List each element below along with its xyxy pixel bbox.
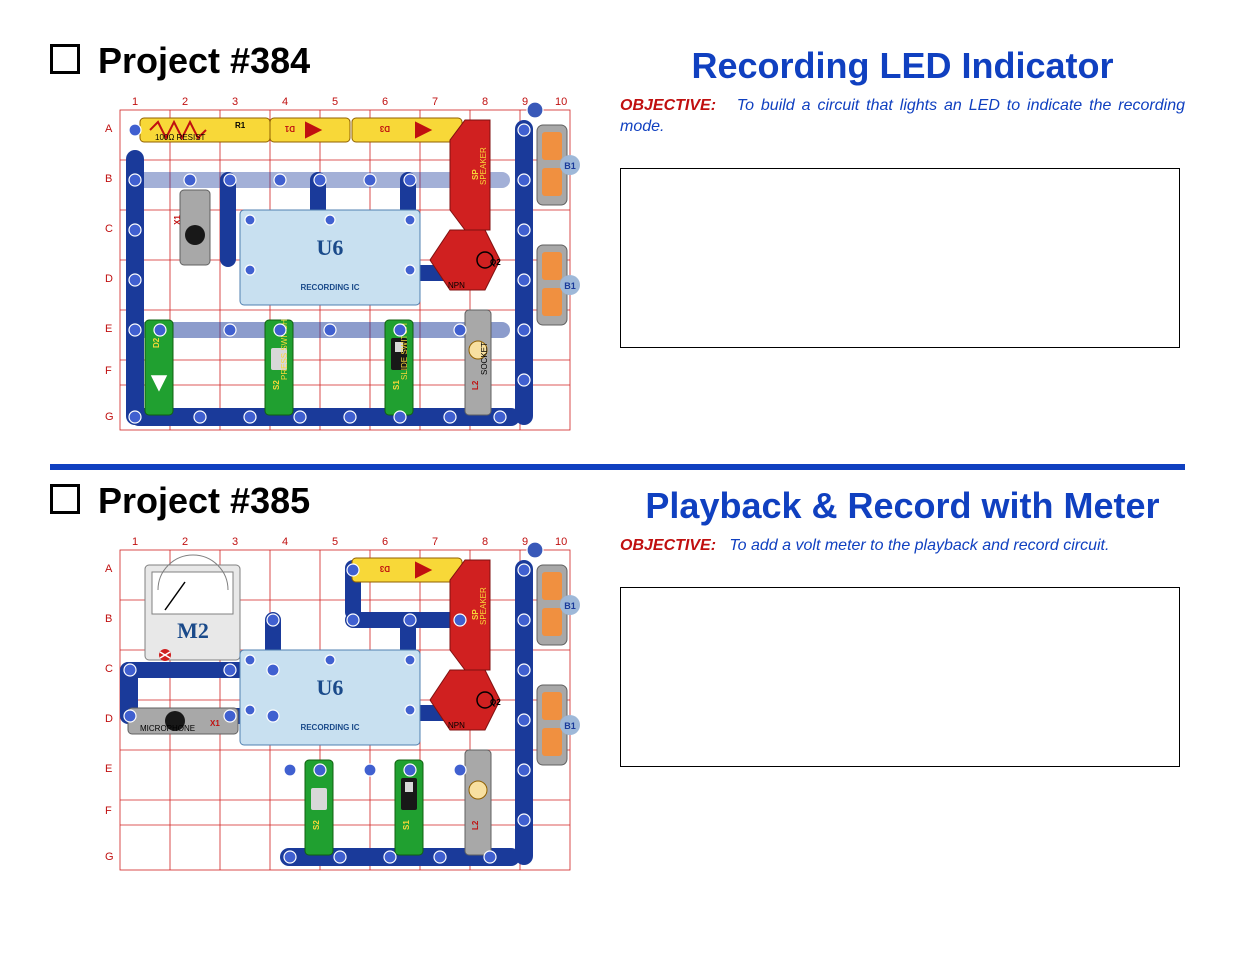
svg-text:5: 5 — [332, 96, 338, 108]
svg-text:B: B — [105, 613, 112, 625]
r1-label: R1 — [235, 121, 246, 130]
svg-text:E: E — [105, 763, 112, 775]
svg-text:6: 6 — [382, 536, 388, 548]
left-column: Project #385 1 2 3 4 5 6 7 8 9 10 A B C D E F G — [50, 480, 590, 890]
svg-text:RECORDING IC: RECORDING IC — [300, 283, 359, 292]
svg-text:D: D — [105, 273, 113, 285]
svg-text:S1: S1 — [402, 820, 411, 830]
project-385-row: Project #385 1 2 3 4 5 6 7 8 9 10 A B C D E F G — [50, 480, 1185, 890]
svg-text:SPEAKER: SPEAKER — [479, 587, 488, 625]
svg-text:6: 6 — [382, 96, 388, 108]
svg-text:B1: B1 — [564, 281, 576, 291]
svg-text:B1: B1 — [564, 601, 576, 611]
svg-text:D2: D2 — [152, 337, 161, 348]
svg-text:L2: L2 — [471, 380, 480, 390]
project-number-title: Project #384 — [98, 40, 310, 82]
svg-text:SPEAKER: SPEAKER — [479, 147, 488, 185]
svg-text:100Ω RESIST: 100Ω RESIST — [155, 133, 206, 142]
svg-text:3: 3 — [232, 536, 238, 548]
svg-text:1: 1 — [132, 536, 138, 548]
svg-text:E: E — [105, 323, 112, 335]
svg-text:4: 4 — [282, 96, 288, 108]
svg-text:7: 7 — [432, 536, 438, 548]
svg-text:4: 4 — [282, 536, 288, 548]
project-checkbox[interactable] — [50, 44, 80, 74]
svg-text:X1: X1 — [210, 719, 220, 728]
svg-text:Q2: Q2 — [490, 258, 501, 267]
svg-text:F: F — [105, 365, 112, 377]
ic-label: U6 — [317, 235, 344, 260]
svg-text:C: C — [105, 663, 113, 675]
right-column: Recording LED Indicator OBJECTIVE: To bu… — [620, 40, 1185, 450]
svg-text:G: G — [105, 411, 114, 423]
right-column: Playback & Record with Meter OBJECTIVE: … — [620, 480, 1185, 890]
circuit-diagram-385: 1 2 3 4 5 6 7 8 9 10 A B C D E F G M2 — [90, 530, 590, 890]
header-line: Project #384 — [50, 40, 590, 82]
svg-text:L2: L2 — [471, 820, 480, 830]
battery-holder-top: B1 — [537, 125, 580, 205]
project-384-row: Project #384 1 2 3 4 5 6 7 8 9 10 A B C D E F G — [50, 40, 1185, 450]
objective-label: OBJECTIVE: — [620, 97, 716, 114]
svg-text:A: A — [105, 563, 113, 575]
svg-text:D3: D3 — [379, 564, 390, 573]
objective-label: OBJECTIVE: — [620, 537, 716, 554]
battery-holder-bottom: B1 — [537, 245, 580, 325]
info-box — [620, 587, 1180, 767]
svg-text:2: 2 — [182, 96, 188, 108]
svg-text:F: F — [105, 805, 112, 817]
project-checkbox[interactable] — [50, 484, 80, 514]
project-subtitle: Recording LED Indicator — [620, 45, 1185, 86]
svg-text:U6: U6 — [317, 675, 344, 700]
svg-text:10: 10 — [555, 536, 567, 548]
meter-label: M2 — [177, 618, 209, 643]
svg-text:5: 5 — [332, 536, 338, 548]
svg-text:S2: S2 — [272, 380, 281, 390]
section-divider — [50, 464, 1185, 470]
svg-text:A: A — [105, 123, 113, 135]
svg-text:8: 8 — [482, 536, 488, 548]
svg-text:NPN: NPN — [448, 721, 465, 730]
svg-text:9: 9 — [522, 96, 528, 108]
svg-text:B1: B1 — [564, 161, 576, 171]
svg-text:NPN: NPN — [448, 281, 465, 290]
svg-text:D1: D1 — [284, 124, 295, 133]
svg-text:S1: S1 — [392, 380, 401, 390]
project-number-title: Project #385 — [98, 480, 310, 522]
svg-text:8: 8 — [482, 96, 488, 108]
info-box — [620, 168, 1180, 348]
circuit-diagram-384: 1 2 3 4 5 6 7 8 9 10 A B C D E F G — [90, 90, 590, 450]
project-subtitle: Playback & Record with Meter — [620, 485, 1185, 526]
header-line: Project #385 — [50, 480, 590, 522]
svg-text:C: C — [105, 223, 113, 235]
objective-text: OBJECTIVE: To add a volt meter to the pl… — [620, 536, 1185, 557]
svg-text:D3: D3 — [379, 124, 390, 133]
svg-text:S2: S2 — [312, 820, 321, 830]
svg-text:10: 10 — [555, 96, 567, 108]
svg-text:G: G — [105, 851, 114, 863]
svg-text:9: 9 — [522, 536, 528, 548]
svg-text:B: B — [105, 173, 112, 185]
svg-text:3: 3 — [232, 96, 238, 108]
svg-text:MICROPHONE: MICROPHONE — [140, 724, 195, 733]
svg-text:7: 7 — [432, 96, 438, 108]
svg-text:Q2: Q2 — [490, 698, 501, 707]
svg-text:X1: X1 — [173, 215, 182, 225]
svg-text:2: 2 — [182, 536, 188, 548]
svg-text:B1: B1 — [564, 721, 576, 731]
svg-text:RECORDING IC: RECORDING IC — [300, 723, 359, 732]
svg-text:SOCKET: SOCKET — [480, 342, 489, 375]
svg-text:D: D — [105, 713, 113, 725]
svg-text:1: 1 — [132, 96, 138, 108]
left-column: Project #384 1 2 3 4 5 6 7 8 9 10 A B C D E F G — [50, 40, 590, 450]
objective-body: To add a volt meter to the playback and … — [729, 537, 1109, 554]
objective-text: OBJECTIVE: To build a circuit that light… — [620, 96, 1185, 138]
